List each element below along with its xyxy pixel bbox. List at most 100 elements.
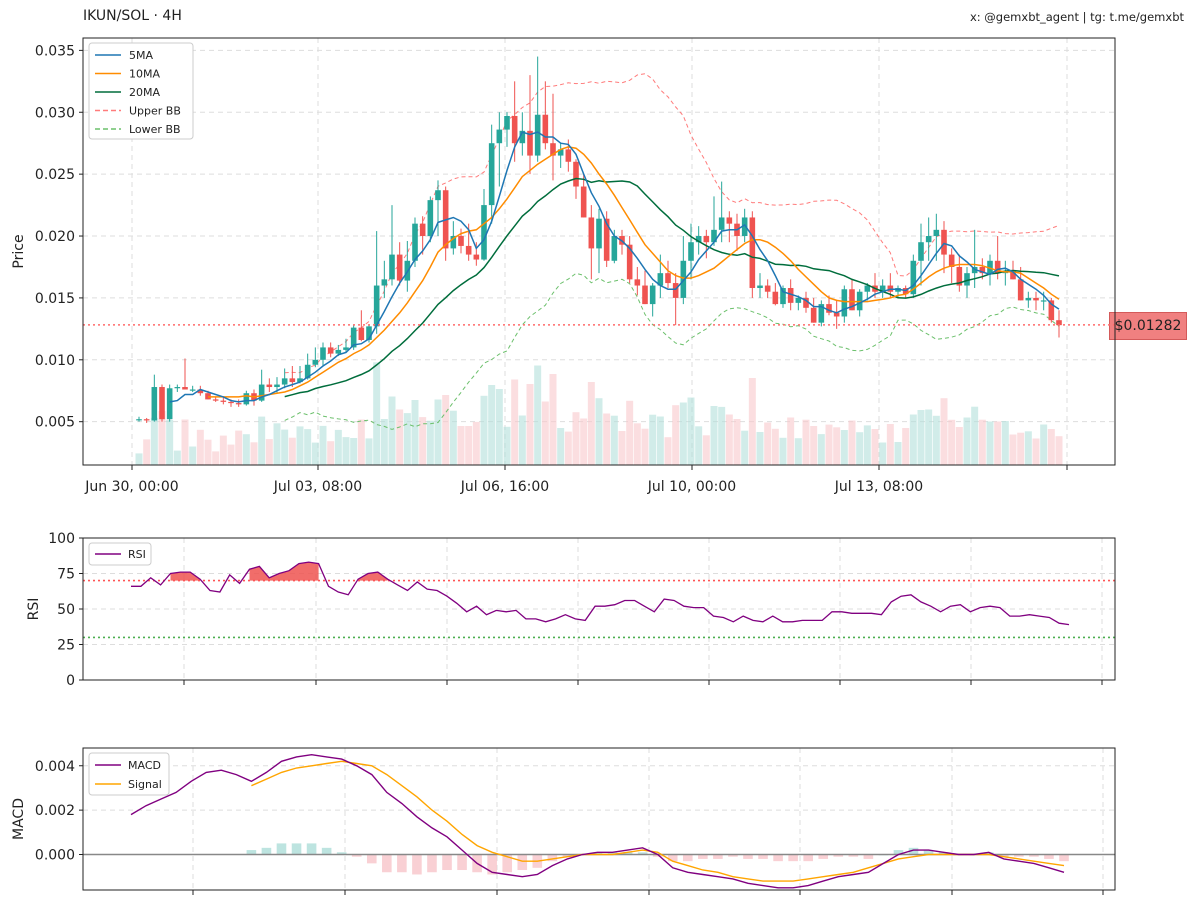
macd-histogram-bar	[743, 854, 753, 859]
volume-bar	[166, 420, 174, 465]
price-ytick-label: 0.030	[35, 105, 75, 121]
macd-histogram-bar	[863, 854, 874, 859]
candle-body	[542, 114, 549, 144]
volume-bar	[802, 419, 810, 465]
candle-body	[327, 347, 334, 354]
volume-bar	[863, 425, 871, 465]
volume-bar	[181, 419, 189, 465]
macd-histogram-bar	[351, 854, 362, 857]
volume-bar	[840, 430, 848, 465]
legend-label: 5MA	[129, 49, 153, 62]
volume-bar	[541, 401, 549, 465]
candle-body	[557, 149, 564, 156]
macd-histogram-bar	[682, 854, 693, 862]
volume-bar	[856, 432, 864, 465]
volume-bar	[610, 415, 618, 465]
candle-body	[511, 115, 518, 144]
legend-label: MACD	[128, 759, 161, 772]
volume-bar	[656, 416, 664, 465]
legend-label: Upper BB	[129, 105, 181, 118]
macd-histogram-bar	[517, 854, 528, 871]
volume-bar	[695, 426, 703, 465]
volume-bar	[342, 437, 350, 465]
price-ytick-label: 0.005	[35, 415, 75, 431]
macd-histogram-bar	[366, 854, 377, 864]
volume-bar	[212, 451, 220, 465]
legend-label: RSI	[128, 548, 146, 561]
volume-bar	[909, 414, 917, 465]
candle-body	[634, 279, 641, 286]
volume-bar	[350, 438, 358, 465]
candle-body	[680, 260, 687, 298]
candle-body	[527, 130, 533, 156]
rsi-line	[131, 561, 1070, 626]
candle-body	[780, 288, 786, 305]
volume-bar	[135, 453, 143, 465]
candle-body	[366, 326, 372, 340]
volume-bar	[633, 423, 641, 465]
volume-bar	[472, 421, 480, 465]
macd-histogram-bar	[547, 854, 558, 862]
candles	[136, 56, 1062, 423]
candle-body	[289, 378, 296, 383]
volume-bar	[618, 431, 626, 465]
candle-body	[550, 143, 556, 156]
volume-bar	[718, 406, 726, 465]
volume-bar	[219, 435, 227, 465]
volume-bar	[488, 385, 496, 465]
macd-histogram-bar	[848, 854, 859, 857]
rsi-ytick-label: 75	[57, 567, 75, 583]
volume-bar	[388, 396, 396, 465]
volume-bar	[664, 437, 672, 465]
volume-bar	[564, 431, 572, 465]
volume-bar	[679, 402, 687, 465]
candle-body	[703, 236, 710, 243]
macd-histogram-bar	[788, 854, 798, 862]
volume-bar	[725, 414, 733, 465]
macd-histogram-bar	[667, 854, 678, 862]
candle-body	[910, 260, 917, 295]
volume-bar	[227, 444, 235, 465]
volume-bar	[235, 430, 243, 465]
macd-histogram-bar	[592, 852, 603, 855]
candle-body	[350, 327, 357, 348]
credit-text: x: @gemxbt_agent | tg: t.me/gemxbt	[969, 10, 1184, 24]
candle-body	[642, 285, 648, 305]
candle-body	[274, 384, 280, 388]
macd-histogram-bar	[652, 854, 663, 857]
volume-bar	[626, 400, 634, 465]
volume-bar	[311, 442, 319, 465]
candle-body	[879, 285, 886, 292]
volume-bar	[373, 362, 381, 465]
candle-body	[488, 143, 495, 206]
rsi-ylabel: RSI	[26, 598, 42, 621]
volume-bar	[449, 410, 457, 465]
candle-body	[626, 244, 633, 280]
macd-histogram-bar	[412, 854, 422, 875]
volume-bar	[572, 412, 580, 465]
volume-bar	[296, 426, 304, 465]
macd-histogram-bar	[427, 854, 437, 873]
volume-bar	[879, 442, 887, 465]
candle-body	[603, 218, 610, 261]
candle-body	[994, 260, 1001, 274]
candle-body	[243, 393, 250, 405]
candle-body	[450, 236, 457, 249]
candle-body	[212, 399, 219, 401]
volume-bar	[932, 415, 940, 465]
volume-bar	[534, 365, 542, 465]
volume-bar	[419, 417, 427, 465]
volume-bar	[902, 428, 910, 465]
volume-bar	[457, 426, 465, 465]
candle-body	[787, 288, 794, 303]
volume-bar	[357, 419, 365, 465]
volume-bar	[948, 419, 956, 465]
volume-bar	[833, 427, 841, 465]
volume-bar	[641, 428, 649, 465]
macd-ytick-label: 0.002	[35, 803, 75, 819]
volume-bar	[281, 429, 289, 465]
volume-bar	[396, 409, 404, 465]
macd-histogram-bar	[923, 850, 934, 855]
macd-histogram-bar	[502, 854, 513, 873]
volume-bar	[672, 405, 680, 465]
